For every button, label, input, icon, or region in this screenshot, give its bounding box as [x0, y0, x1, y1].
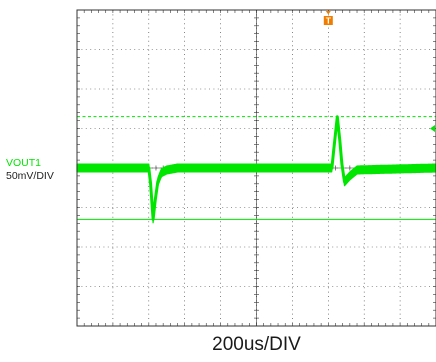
trigger-arrow — [325, 11, 331, 15]
trace-line — [77, 115, 436, 221]
trigger-box — [323, 16, 333, 25]
channel-scale: 50mV/DIV — [6, 170, 54, 182]
channel-label: VOUT1 50mV/DIV — [6, 157, 54, 183]
trace-vout1 — [76, 115, 436, 224]
markers: T — [323, 11, 435, 132]
cursor-lines — [77, 116, 436, 220]
plot-frame — [76, 9, 436, 327]
trigger-marker-label: T — [326, 16, 332, 26]
channel-name: VOUT1 — [6, 157, 42, 169]
trace-band — [76, 116, 436, 224]
timebase-label: 200us/DIV — [212, 334, 301, 355]
offset-marker — [430, 125, 435, 132]
